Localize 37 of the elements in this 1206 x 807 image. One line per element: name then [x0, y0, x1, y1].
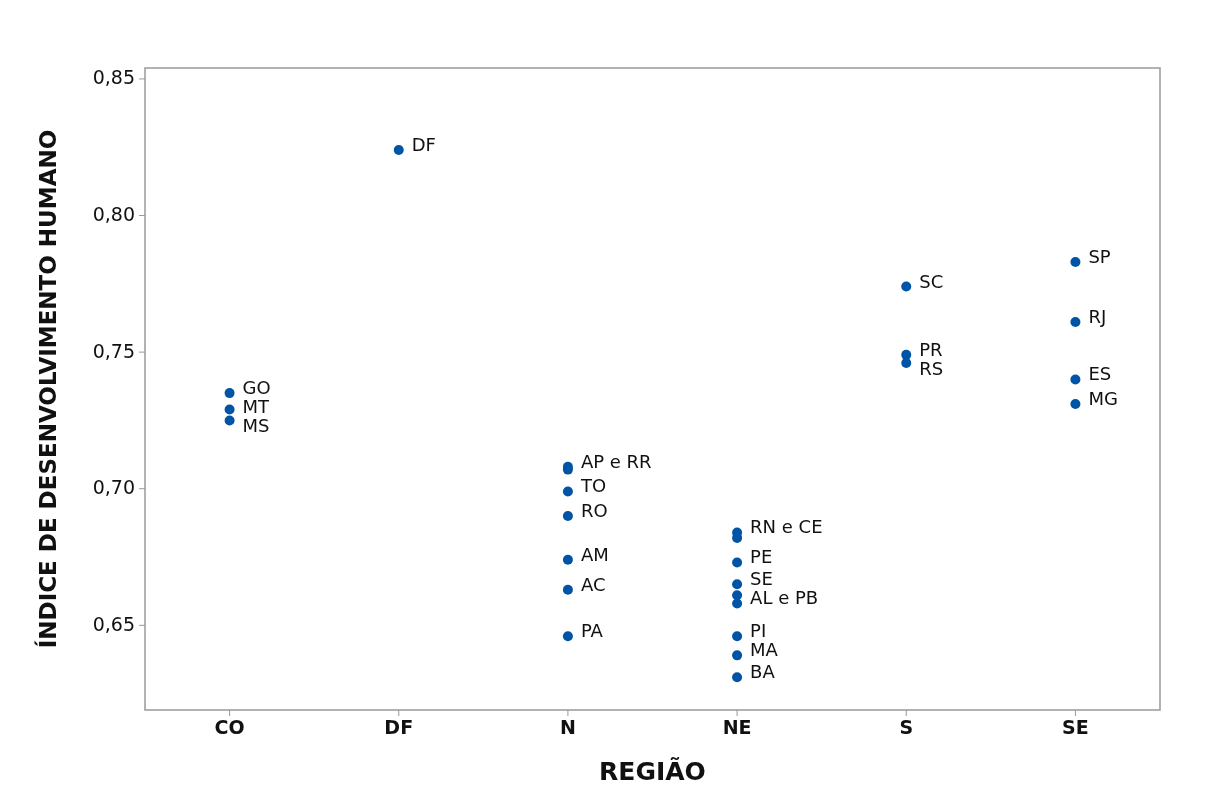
data-label: RO	[580, 500, 608, 522]
data-label: MA	[750, 639, 779, 661]
data-label: AL e PB	[750, 587, 819, 609]
data-label: MG	[1088, 388, 1118, 410]
data-label: MT	[242, 396, 271, 418]
x-tick-label: S	[899, 716, 914, 738]
y-axis-title: ÍNDICE DE DESENVOLVIMENTO HUMANO	[34, 129, 61, 649]
data-label: MS	[242, 415, 270, 437]
data-label: PI	[750, 620, 767, 642]
data-label: GO	[242, 377, 271, 399]
y-tick-label: 0,75	[92, 339, 135, 362]
x-tick-label: NE	[722, 716, 752, 738]
data-label: AC	[580, 573, 606, 595]
data-label: SC	[919, 270, 944, 292]
data-label: ES	[1088, 363, 1112, 385]
data-label: PR	[919, 338, 943, 360]
x-tick-label: SE	[1062, 716, 1089, 738]
y-tick-label: 0,65	[92, 612, 135, 635]
x-tick-label: CO	[214, 716, 245, 738]
y-tick-label: 0,80	[92, 203, 135, 226]
data-label: TO	[579, 475, 607, 497]
y-tick-label: 0,85	[92, 66, 135, 89]
data-label: RS	[919, 357, 944, 379]
data-label: AP e RR	[580, 450, 652, 472]
data-label: AM	[580, 543, 609, 565]
data-label: RJ	[1088, 306, 1107, 328]
y-tick-label: 0,70	[92, 476, 135, 499]
data-label: SP	[1088, 245, 1111, 267]
x-tick-label: N	[559, 716, 576, 738]
data-label: BA	[750, 661, 776, 683]
data-label: DF	[411, 133, 436, 155]
data-label: SE	[750, 568, 773, 590]
x-tick-label: DF	[384, 716, 414, 738]
data-label: PE	[750, 546, 773, 568]
data-label: PA	[580, 620, 604, 642]
x-axis-title: REGIÃO	[599, 757, 706, 786]
data-label: RN e CE	[750, 516, 823, 538]
